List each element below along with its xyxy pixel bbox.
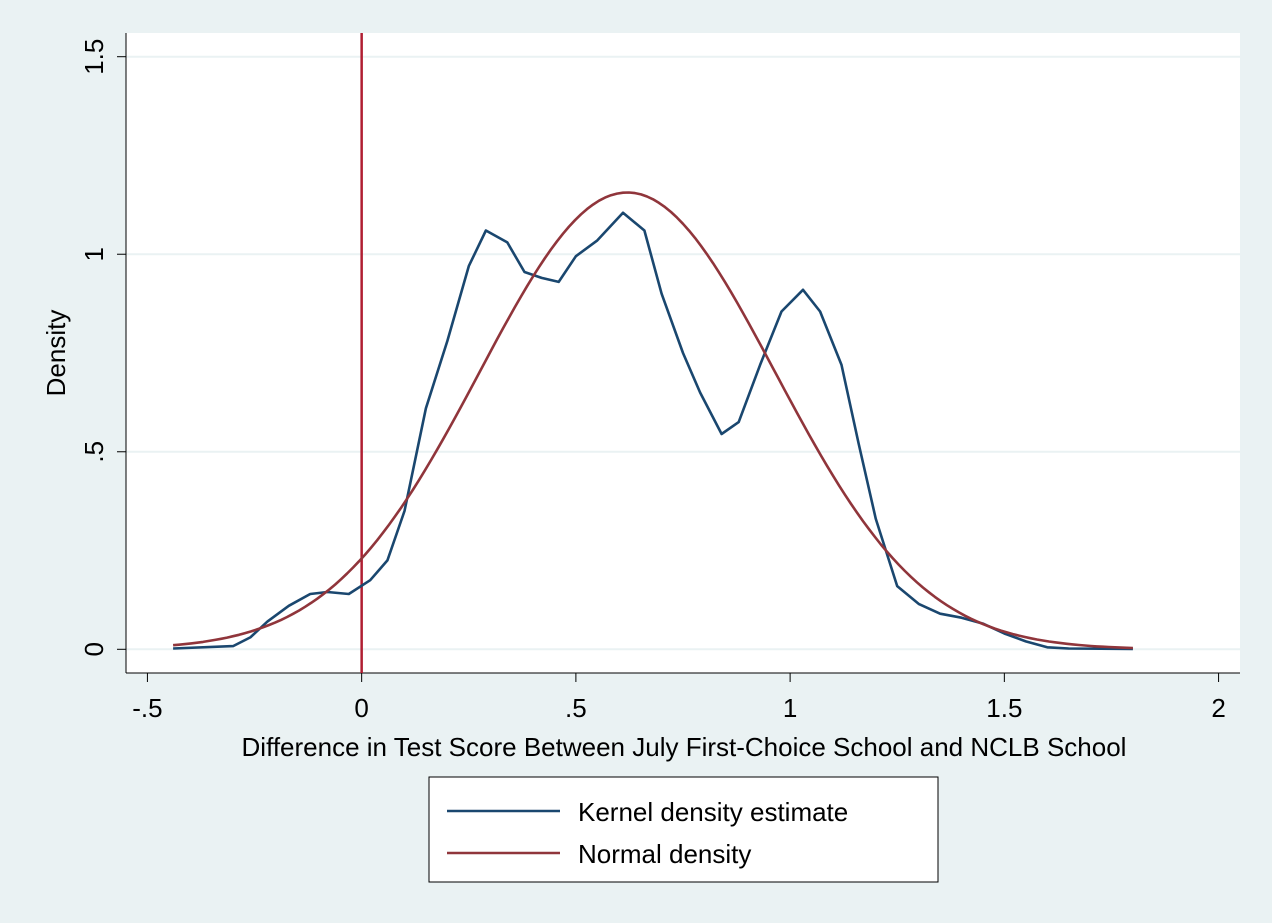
- y-tick-label-3: 1.5: [79, 39, 109, 75]
- x-tick-label-2: .5: [565, 693, 587, 723]
- x-axis-label: Difference in Test Score Between July Fi…: [242, 732, 1127, 762]
- y-tick-label-2: 1: [79, 247, 109, 261]
- x-tick-label-0: -.5: [132, 693, 162, 723]
- y-axis-ticks: 0 .5 1 1.5: [79, 39, 126, 657]
- legend-label-kernel-density: Kernel density estimate: [578, 797, 848, 827]
- legend: Kernel density estimate Normal density: [428, 776, 939, 883]
- y-tick-label-0: 0: [79, 642, 109, 656]
- gridlines: [126, 55, 1240, 651]
- y-tick-label-1: .5: [79, 441, 109, 463]
- series-normal-density-line: [172, 191, 1133, 650]
- x-tick-label-1: 0: [354, 693, 368, 723]
- legend-label-normal-density: Normal density: [578, 839, 751, 869]
- y-axis-label: Density: [41, 310, 71, 397]
- x-tick-label-3: 1: [783, 693, 797, 723]
- x-tick-label-4: 1.5: [986, 693, 1022, 723]
- x-axis-ticks: -.5 0 .5 1 1.5 2: [132, 673, 1226, 723]
- legend-box: [428, 776, 939, 883]
- x-tick-label-5: 2: [1211, 693, 1225, 723]
- series-kernel-density-line: [173, 211, 1133, 651]
